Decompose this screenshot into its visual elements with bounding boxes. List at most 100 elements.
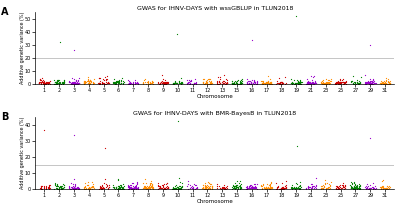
Point xyxy=(263,187,269,190)
Point xyxy=(88,80,94,83)
Point xyxy=(68,82,74,85)
Point xyxy=(307,80,313,84)
Point xyxy=(150,82,156,85)
Point xyxy=(290,186,297,189)
Point xyxy=(383,76,390,80)
Point xyxy=(142,186,148,189)
Point xyxy=(262,82,268,85)
Point xyxy=(355,81,362,84)
Point xyxy=(163,82,169,85)
Point xyxy=(293,182,300,186)
Title: GWAS for IHNV-DAYS with BMR-BayesB in TLUN2018: GWAS for IHNV-DAYS with BMR-BayesB in TL… xyxy=(133,110,296,116)
Point xyxy=(200,80,206,84)
Point xyxy=(288,184,295,187)
Point xyxy=(209,187,216,190)
Point xyxy=(130,186,136,189)
Point xyxy=(178,186,184,190)
Point xyxy=(265,81,271,84)
Point xyxy=(356,80,362,83)
Point xyxy=(248,185,254,189)
Point xyxy=(116,81,122,84)
Point xyxy=(245,82,251,85)
Point xyxy=(204,80,210,84)
Point xyxy=(56,81,62,84)
Point xyxy=(266,187,273,190)
Point xyxy=(74,82,80,85)
Point xyxy=(238,186,244,189)
Point xyxy=(54,81,60,84)
Point xyxy=(309,82,315,85)
Point xyxy=(288,187,295,190)
Point xyxy=(96,77,102,80)
Point xyxy=(185,180,191,183)
Point xyxy=(128,186,134,189)
Point xyxy=(110,185,116,188)
Point xyxy=(266,81,272,85)
Point xyxy=(295,81,302,85)
Point xyxy=(72,79,79,83)
Point xyxy=(282,184,288,188)
Point xyxy=(164,181,171,185)
Point xyxy=(238,182,244,185)
Point xyxy=(185,81,191,85)
Point xyxy=(160,184,166,188)
Point xyxy=(370,186,376,190)
Point xyxy=(353,184,360,187)
Point xyxy=(73,78,79,82)
Point xyxy=(263,185,269,188)
Point xyxy=(143,187,149,190)
Point xyxy=(382,80,389,83)
Point xyxy=(362,82,369,85)
Point xyxy=(260,82,266,85)
Point xyxy=(248,81,254,84)
Point xyxy=(381,186,387,189)
Point xyxy=(333,82,340,85)
Point xyxy=(118,184,124,188)
Point xyxy=(297,79,303,83)
Point xyxy=(223,82,229,85)
Point xyxy=(356,185,362,188)
Point xyxy=(74,187,81,190)
Point xyxy=(369,186,376,189)
Point xyxy=(116,185,123,188)
Point xyxy=(327,79,334,82)
Point xyxy=(132,80,138,84)
Point xyxy=(133,183,140,186)
Point xyxy=(101,181,107,184)
Point xyxy=(113,187,120,190)
Point xyxy=(87,78,94,81)
Point xyxy=(261,186,267,190)
Point xyxy=(204,81,210,85)
Point xyxy=(278,187,284,190)
Point xyxy=(160,80,167,84)
Point xyxy=(99,80,106,84)
Point xyxy=(40,187,47,190)
Point xyxy=(171,186,178,189)
Point xyxy=(160,81,166,84)
Point xyxy=(66,184,73,187)
Point xyxy=(126,82,132,85)
Point xyxy=(231,186,237,190)
Point xyxy=(96,79,103,82)
Point xyxy=(322,81,329,85)
Point xyxy=(95,81,102,85)
Point xyxy=(66,187,73,190)
Point xyxy=(40,185,47,188)
Point xyxy=(126,187,132,190)
Point xyxy=(162,187,168,190)
Point xyxy=(116,79,122,82)
Point xyxy=(125,82,132,85)
Point xyxy=(75,185,82,189)
Point xyxy=(132,82,138,85)
Point xyxy=(266,186,273,189)
Point xyxy=(218,185,225,189)
Point xyxy=(99,82,105,85)
Point xyxy=(130,82,136,85)
Point xyxy=(326,81,332,84)
Point xyxy=(221,73,228,76)
Point xyxy=(353,186,359,190)
Point xyxy=(160,187,166,190)
Point xyxy=(203,80,210,83)
Point xyxy=(332,82,339,85)
Point xyxy=(274,187,280,190)
